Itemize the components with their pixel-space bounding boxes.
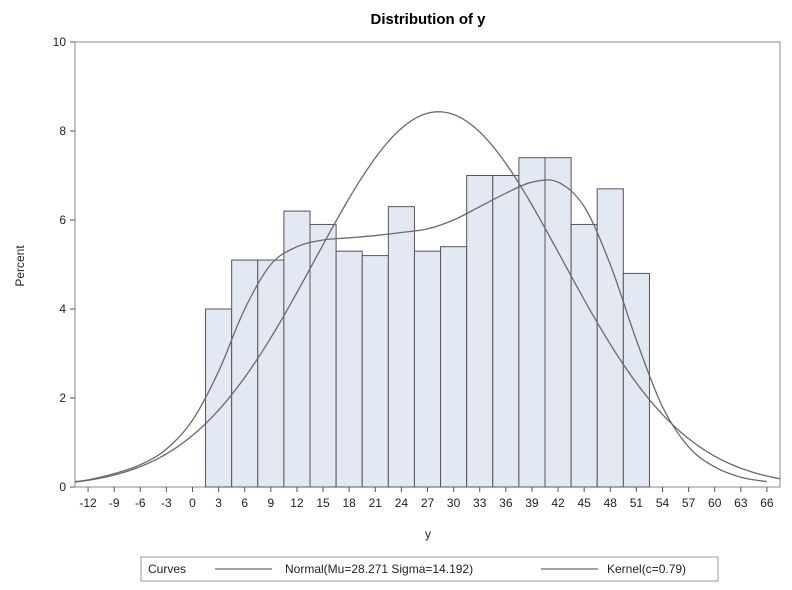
x-tick-label: 60 (708, 496, 722, 510)
x-tick-label: 15 (316, 496, 330, 510)
x-tick-label: 54 (656, 496, 670, 510)
y-tick-label: 0 (59, 480, 66, 494)
x-tick-label: 39 (525, 496, 539, 510)
histogram-bar (231, 259, 259, 488)
x-tick-label: 36 (499, 496, 513, 510)
legend-kernel-label: Kernel(c=0.79) (607, 562, 686, 576)
x-tick-label: -12 (79, 496, 97, 510)
x-tick-label: 0 (189, 496, 196, 510)
x-tick-label: 27 (421, 496, 435, 510)
curves-group (74, 111, 781, 483)
x-tick-label: 9 (267, 496, 274, 510)
histogram-bar (309, 223, 337, 488)
histogram-bar (544, 157, 572, 488)
y-tick-label: 10 (53, 35, 67, 49)
x-axis-label: y (425, 527, 431, 541)
histogram-bar (361, 255, 389, 488)
histogram-bar (570, 223, 598, 488)
histogram-bar (492, 175, 520, 488)
x-tick-label: 30 (447, 496, 461, 510)
histogram-bar (440, 246, 468, 488)
normal-curve (74, 111, 781, 483)
histogram-bar (518, 157, 546, 488)
x-tick-label: 3 (215, 496, 222, 510)
histogram-bar (257, 259, 285, 488)
x-tick-label: 57 (682, 496, 696, 510)
y-axis-label: Percent (13, 245, 27, 287)
x-tick-label: -9 (109, 496, 120, 510)
x-axis: -12 -9 -6 -3 0 3 6 9 12 15 18 21 24 27 30 33 36 39 42 45 48 5… (79, 487, 774, 510)
x-tick-label: 12 (290, 496, 304, 510)
histogram-bar (596, 188, 624, 488)
x-tick-label: -3 (161, 496, 172, 510)
bars-group (205, 157, 650, 488)
x-tick-label: 48 (604, 496, 618, 510)
legend-normal-label: Normal(Mu=28.271 Sigma=14.192) (285, 562, 473, 576)
x-tick-label: 6 (241, 496, 248, 510)
kernel-curve (74, 179, 768, 483)
y-tick-label: 2 (59, 391, 66, 405)
x-tick-label: 24 (395, 496, 409, 510)
x-tick-label: 18 (342, 496, 356, 510)
x-tick-label: 33 (473, 496, 487, 510)
histogram-bar (413, 250, 442, 488)
histogram-bar (205, 308, 233, 488)
histogram-bar (622, 272, 650, 488)
x-tick-label: 51 (630, 496, 644, 510)
x-tick-label: 21 (369, 496, 383, 510)
x-tick-label: 63 (734, 496, 748, 510)
legend: Curves Normal(Mu=28.271 Sigma=14.192) Ke… (140, 556, 719, 582)
histogram-bar (283, 210, 311, 488)
y-tick-label: 6 (59, 213, 66, 227)
y-tick-label: 8 (59, 124, 66, 138)
x-tick-label: 66 (760, 496, 774, 510)
y-tick-label: 4 (59, 302, 66, 316)
chart-title: Distribution of y (371, 11, 487, 28)
x-tick-label: 42 (551, 496, 565, 510)
histogram-bar (466, 175, 494, 488)
x-tick-label: 45 (577, 496, 591, 510)
histogram-bar (335, 250, 363, 488)
histogram-bar (387, 206, 415, 488)
legend-title: Curves (148, 562, 186, 576)
x-tick-label: -6 (135, 496, 146, 510)
y-axis: 0 2 4 6 8 10 (53, 35, 75, 494)
